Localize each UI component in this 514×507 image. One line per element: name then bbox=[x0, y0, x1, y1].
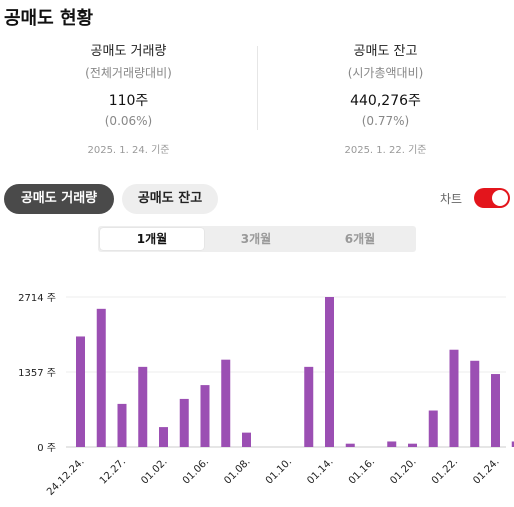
x-tick-label: 01.14. bbox=[305, 456, 335, 486]
bar[interactable] bbox=[138, 366, 148, 447]
summary-panel: 공매도 거래량 (전체거래량대비) 110주 (0.06%) 2025. 1. … bbox=[0, 36, 514, 166]
bar[interactable] bbox=[242, 432, 251, 447]
summary-divider bbox=[257, 46, 258, 130]
balance-value: 440,276주 bbox=[350, 93, 421, 109]
x-tick-label: 12.27. bbox=[98, 456, 128, 486]
balance-summary: 공매도 잔고 (시가총액대비) 440,276주 (0.77%) 2025. 1… bbox=[257, 36, 514, 156]
y-tick-label: 1357 주 bbox=[18, 368, 56, 379]
volume-percent: (0.06%) bbox=[104, 114, 153, 128]
volume-label: 공매도 거래량 bbox=[90, 44, 167, 59]
volume-summary: 공매도 거래량 (전체거래량대비) 110주 (0.06%) 2025. 1. … bbox=[0, 36, 257, 156]
bar[interactable] bbox=[159, 427, 168, 447]
x-tick-label: 01.24. bbox=[471, 456, 501, 486]
y-tick-label: 2714 주 bbox=[18, 293, 56, 304]
x-tick-label: 01.08. bbox=[222, 456, 252, 486]
balance-date: 2025. 1. 22. 기준 bbox=[344, 145, 427, 156]
balance-label: 공매도 잔고 bbox=[353, 44, 418, 59]
x-tick-label: 01.16. bbox=[347, 456, 377, 486]
balance-percent: (0.77%) bbox=[361, 114, 410, 128]
x-tick-label: 01.22. bbox=[430, 456, 460, 486]
bar[interactable] bbox=[408, 443, 417, 447]
tab-short-balance[interactable]: 공매도 잔고 bbox=[122, 184, 218, 214]
x-tick-label: 01.20. bbox=[388, 456, 418, 486]
x-tick-label: 01.10. bbox=[264, 456, 294, 486]
bar[interactable] bbox=[76, 336, 85, 447]
bar[interactable] bbox=[470, 360, 480, 447]
bar[interactable] bbox=[449, 349, 459, 447]
balance-sub-label: (시가총액대비) bbox=[347, 66, 424, 80]
period-3-months[interactable]: 3개월 bbox=[240, 232, 272, 246]
page-title: 공매도 현황 bbox=[4, 8, 94, 29]
bar[interactable] bbox=[325, 297, 334, 447]
bar[interactable] bbox=[200, 385, 210, 447]
period-6-months[interactable]: 6개월 bbox=[344, 232, 376, 246]
x-tick-label: 24.12.24. bbox=[45, 456, 87, 498]
x-tick-label: 01.02. bbox=[139, 456, 169, 486]
chart-toggle-label: 차트 bbox=[440, 192, 463, 206]
bar[interactable] bbox=[117, 403, 127, 447]
toggle-knob bbox=[492, 190, 508, 206]
tab-short-volume[interactable]: 공매도 거래량 bbox=[4, 184, 114, 214]
chart-toggle[interactable] bbox=[474, 188, 510, 208]
bar[interactable] bbox=[387, 441, 397, 447]
volume-value: 110주 bbox=[108, 93, 149, 109]
volume-date: 2025. 1. 24. 기준 bbox=[87, 145, 170, 156]
volume-sub-label: (전체거래량대비) bbox=[85, 66, 172, 80]
bar[interactable] bbox=[304, 366, 314, 447]
y-tick-label: 0 주 bbox=[37, 443, 56, 454]
bar[interactable] bbox=[96, 308, 106, 447]
bar[interactable] bbox=[221, 359, 231, 447]
short-volume-chart: 2714 주 1357 주 0 주 24.12.24. 12.27. 01.02. 01.0… bbox=[18, 293, 514, 498]
bar[interactable] bbox=[345, 443, 355, 447]
bar[interactable] bbox=[511, 441, 514, 447]
x-tick-label: 01.06. bbox=[181, 456, 211, 486]
bar[interactable] bbox=[428, 410, 438, 447]
bar[interactable] bbox=[179, 398, 189, 447]
bar[interactable] bbox=[491, 374, 500, 447]
period-1-month[interactable]: 1개월 bbox=[100, 228, 204, 250]
period-selector: 1개월 3개월 6개월 bbox=[98, 226, 416, 252]
